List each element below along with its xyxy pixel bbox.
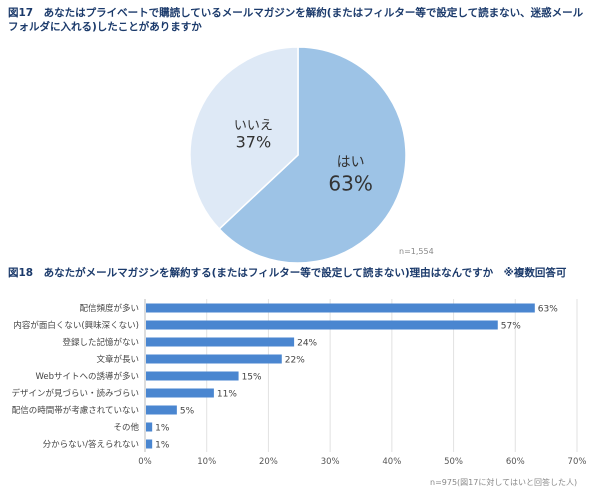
pie-slice-1 — [189, 46, 299, 230]
x-tick-label: 0% — [138, 457, 152, 467]
pie-value-0: 63% — [328, 171, 372, 195]
pie-label-0: はい — [337, 154, 365, 170]
category-label: Webサイトへの誘導が多い — [35, 371, 139, 382]
pie-note: n=1,554 — [399, 247, 434, 256]
pie-title: 図17 あなたはプライベートで購読しているメールマガジンを解約(またはフィルター… — [8, 7, 584, 33]
x-tick-label: 50% — [444, 457, 463, 467]
bar-title: 図18 あなたがメールマガジンを解約する(またはフィルター等で設定して読まない)… — [8, 267, 567, 279]
data-label: 57% — [501, 322, 521, 332]
category-label: 配信頻度が多い — [79, 303, 139, 314]
data-label: 5% — [180, 407, 195, 417]
bar-note: n=975(図17に対してはいと回答した人) — [430, 478, 578, 487]
bar — [146, 439, 153, 449]
bar — [146, 354, 282, 364]
x-tick-label: 20% — [259, 457, 278, 467]
bar — [146, 337, 295, 347]
category-label: その他 — [113, 422, 139, 433]
category-label: 内容が面白くない(興味深くない) — [13, 320, 139, 331]
data-label: 1% — [155, 424, 170, 434]
data-label: 1% — [155, 441, 170, 451]
data-label: 24% — [297, 339, 317, 349]
category-label: デザインが見づらい・読みづらい — [11, 388, 139, 399]
pie-slice-0 — [218, 46, 407, 264]
pie-label-1: いいえ — [234, 119, 273, 134]
x-tick-label: 70% — [568, 457, 587, 467]
data-label: 11% — [217, 390, 237, 400]
bar — [146, 405, 177, 415]
bar — [146, 371, 239, 381]
bar — [146, 422, 153, 432]
category-label: 登録した記憶がない — [62, 337, 139, 348]
bar — [146, 320, 498, 330]
x-tick-label: 40% — [382, 457, 401, 467]
x-tick-label: 30% — [321, 457, 340, 467]
category-label: 配信の時間帯が考慮されていない — [12, 405, 139, 416]
category-label: 分からない/答えられない — [43, 439, 139, 450]
bar — [146, 388, 214, 398]
pie-value-1: 37% — [236, 133, 272, 152]
x-tick-label: 10% — [197, 457, 216, 467]
x-tick-label: 60% — [506, 457, 525, 467]
data-label: 15% — [242, 373, 262, 383]
data-label: 63% — [538, 305, 558, 315]
bar — [146, 303, 535, 313]
data-label: 22% — [285, 356, 305, 366]
category-label: 文章が長い — [96, 354, 139, 365]
